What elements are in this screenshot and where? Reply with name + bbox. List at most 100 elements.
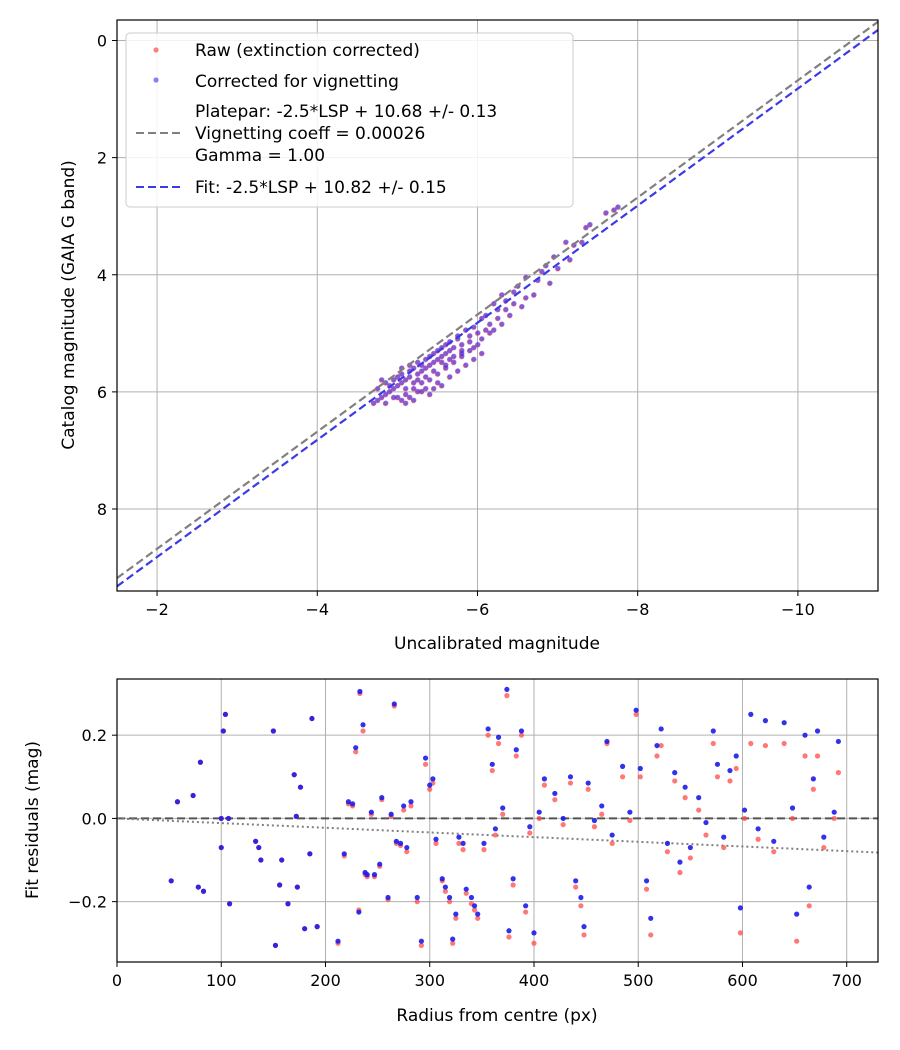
raw-residual-point	[442, 888, 448, 894]
corrected-residual-point	[357, 688, 363, 695]
corrected-residual-point	[360, 722, 366, 728]
corrected-point	[579, 239, 585, 245]
corrected-point	[451, 344, 457, 351]
corrected-residual-point	[727, 767, 733, 774]
corrected-point	[423, 374, 429, 380]
corrected-point	[603, 210, 609, 216]
corrected-point	[435, 356, 441, 362]
raw-residual-point	[433, 840, 439, 846]
corrected-residual-point	[567, 774, 574, 780]
corrected-residual-point	[218, 844, 224, 851]
corrected-residual-point	[463, 886, 469, 892]
corrected-point	[499, 292, 505, 298]
corrected-point	[483, 327, 489, 333]
corrected-residual-point	[341, 851, 347, 857]
corrected-residual-point	[258, 857, 264, 863]
raw-residual-point	[802, 753, 808, 759]
corrected-residual-point	[737, 905, 743, 911]
residuals-xtick-label: 300	[414, 971, 445, 990]
corrected-point	[531, 292, 537, 298]
raw-residual-point	[495, 740, 502, 747]
raw-residual-point	[506, 934, 512, 940]
raw-residual-point	[360, 728, 366, 734]
corrected-residual-point	[453, 911, 459, 917]
corrected-point	[375, 397, 381, 403]
corrected-point	[455, 368, 461, 374]
corrected-residual-point	[450, 936, 456, 942]
raw-residual-point	[513, 753, 519, 759]
corrected-point	[459, 350, 465, 356]
raw-residual-point	[664, 849, 671, 855]
corrected-residual-point	[427, 782, 433, 788]
corrected-residuals-series	[168, 686, 841, 948]
residuals-ticks: 0 100 200 300 400 500 600 700 −0.2 0.0 0.2	[68, 726, 862, 990]
corrected-residual-point	[513, 747, 519, 753]
residuals-axes-frame	[116, 678, 879, 963]
corrected-residual-point	[408, 799, 414, 805]
corrected-point	[411, 385, 417, 392]
corrected-residual-point	[733, 753, 739, 759]
corrected-residual-point	[272, 942, 279, 948]
corrected-residual-point	[433, 836, 439, 842]
corrected-residual-point	[277, 882, 283, 888]
raw-residual-point	[654, 753, 660, 759]
corrected-residual-point	[471, 903, 478, 909]
corrected-residual-point	[721, 834, 727, 840]
corrected-residual-point	[353, 745, 359, 751]
corrected-residual-point	[197, 759, 203, 765]
raw-residual-point	[762, 742, 769, 749]
corrected-residual-point	[190, 792, 196, 799]
corrected-point	[435, 371, 441, 377]
calibration-ylabel: Catalog magnitude (GAIA G band)	[59, 160, 79, 450]
corrected-residual-point	[500, 805, 506, 811]
corrected-point	[511, 300, 517, 307]
raw-residual-point	[627, 817, 633, 824]
corrected-point	[383, 391, 389, 397]
legend-label-corrected: Corrected for vignetting	[195, 72, 399, 92]
raw-residual-point	[591, 824, 598, 830]
corrected-point	[615, 204, 621, 210]
corrected-point	[427, 377, 433, 383]
calibration-ytick-label: 8	[97, 500, 107, 519]
raw-residual-point	[489, 767, 495, 774]
corrected-residual-point	[578, 894, 584, 901]
corrected-residual-point	[388, 811, 394, 817]
corrected-residual-point	[523, 903, 529, 909]
corrected-residual-point	[821, 834, 827, 840]
corrected-residual-point	[285, 901, 291, 907]
raw-residual-point	[609, 840, 615, 846]
corrected-residual-point	[368, 809, 374, 815]
raw-residual-point	[619, 774, 626, 780]
corrected-residual-point	[677, 859, 683, 865]
corrected-point	[439, 359, 445, 365]
raw-residual-point	[806, 903, 812, 909]
raw-residual-point	[794, 938, 800, 944]
corrected-point	[403, 400, 409, 406]
corrected-residual-point	[456, 834, 462, 840]
corrected-point	[395, 382, 401, 389]
corrected-point	[423, 385, 429, 392]
corrected-residual-point	[831, 809, 837, 815]
calibration-ticks: −2 −4 −6 −8 −10 0 2 4 6 8	[97, 31, 815, 619]
residuals-xtick-label: 200	[310, 971, 341, 990]
raw-residual-point	[835, 770, 841, 776]
corrected-point	[447, 356, 453, 362]
corrected-residual-point	[418, 938, 424, 944]
corrected-point	[439, 382, 445, 389]
raw-residual-point	[585, 786, 591, 792]
corrected-residual-point	[687, 844, 693, 851]
corrected-residual-point	[335, 938, 341, 944]
corrected-point	[371, 400, 377, 406]
raw-residual-point	[450, 940, 456, 946]
residuals-xtick-label: 0	[112, 971, 122, 990]
corrected-point	[471, 356, 477, 362]
corrected-point	[415, 377, 421, 383]
corrected-residual-point	[489, 761, 495, 767]
corrected-residual-point	[619, 763, 626, 769]
raw-residual-point	[727, 778, 733, 784]
corrected-residual-point	[560, 815, 566, 822]
corrected-residual-point	[397, 840, 404, 846]
fit-line	[117, 29, 878, 588]
raw-residual-point	[518, 732, 525, 738]
